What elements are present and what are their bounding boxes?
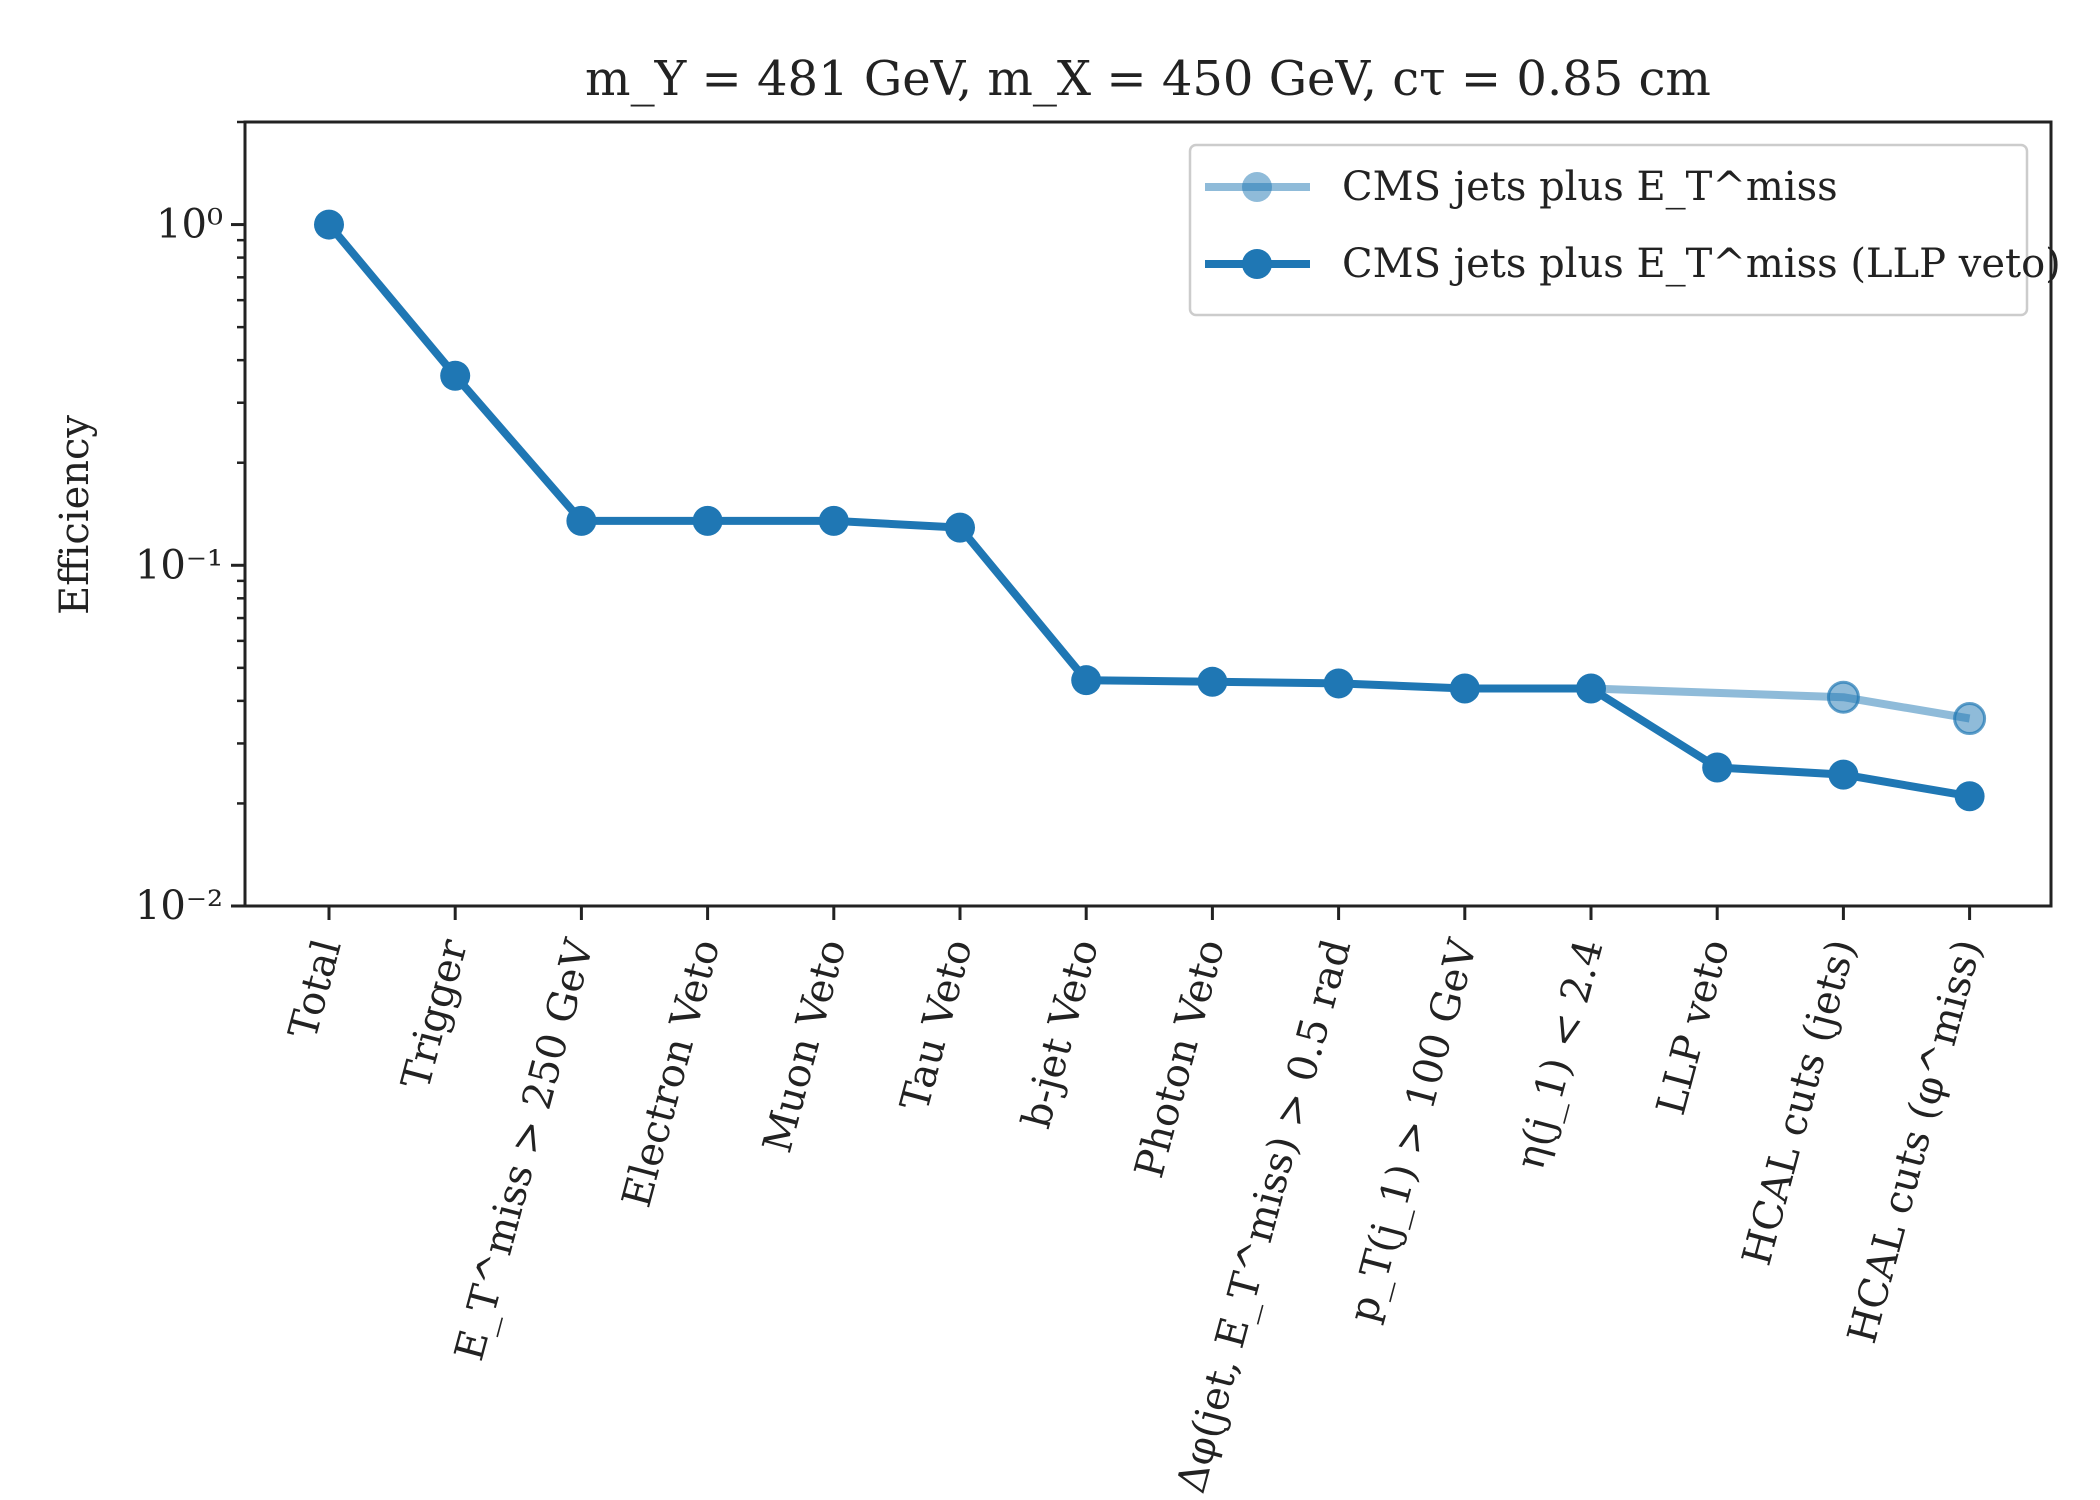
data-point-llp-veto: [1449, 673, 1480, 704]
data-point-llp-veto: [1954, 781, 1985, 812]
legend-label: CMS jets plus E_T^miss (LLP veto): [1342, 241, 2061, 287]
x-tick-label: η(j_1) < 2.4: [1507, 935, 1612, 1174]
x-tick-label: p_T(j_1) > 100 GeV: [1340, 934, 1487, 1327]
y-tick-label: 10⁻²: [135, 883, 223, 929]
x-tick-label: Muon Veto: [755, 935, 856, 1158]
data-point-faded: [1953, 702, 1987, 736]
y-axis-label: Efficiency: [52, 415, 98, 615]
data-point-llp-veto: [1197, 666, 1228, 697]
x-tick-label: Trigger: [393, 934, 477, 1094]
chart-title: m_Y = 481 GeV, m_X = 450 GeV, cτ = 0.85 …: [585, 51, 1711, 107]
series-line-llp-veto: [325, 222, 1971, 801]
x-tick-label: b-jet Veto: [1013, 935, 1107, 1133]
data-point-llp-veto: [1702, 752, 1733, 783]
legend-box: [1188, 143, 2029, 317]
x-tick-label: HCAL cuts (jets): [1734, 935, 1865, 1271]
plot-area: [314, 209, 1987, 812]
legend: CMS jets plus E_T^miss CMS jets plus E_T^…: [1188, 143, 2061, 317]
data-point-llp-veto: [314, 209, 344, 240]
x-tick-label: LLP veto: [1648, 935, 1739, 1120]
legend-label: CMS jets plus E_T^miss: [1342, 164, 1838, 210]
data-point-llp-veto: [1071, 665, 1102, 696]
data-point-llp-veto: [692, 505, 723, 536]
data-point-llp-veto: [1576, 673, 1606, 704]
data-point-llp-veto: [818, 505, 849, 536]
series-line-faded: [1590, 684, 1971, 723]
data-point-llp-veto: [945, 512, 975, 543]
plot-frame: [243, 120, 2053, 908]
data-point-llp-veto: [440, 360, 471, 391]
legend-marker: [1242, 172, 1272, 202]
y-tick-label: 10⁰: [156, 202, 223, 248]
data-point-faded: [1826, 680, 1860, 714]
data-point-llp-veto: [1323, 668, 1354, 699]
data-point-llp-veto: [566, 505, 597, 536]
x-tick-label: E_T^miss > 250 GeV: [446, 934, 603, 1366]
x-tick-label: HCAL cuts (φ^miss): [1839, 935, 1991, 1348]
data-point-llp-veto: [1828, 759, 1859, 790]
x-tick-label: Photon Veto: [1126, 935, 1234, 1183]
x-tick-label: Total: [280, 935, 350, 1044]
y-tick-label: 10⁻¹: [135, 542, 223, 588]
x-tick-label: Tau Veto: [892, 935, 982, 1116]
x-tick-label: Electron Veto: [614, 935, 730, 1212]
y-axis: 10⁰ 10⁻¹ 10⁻²: [135, 120, 245, 929]
legend-marker: [1242, 249, 1272, 279]
